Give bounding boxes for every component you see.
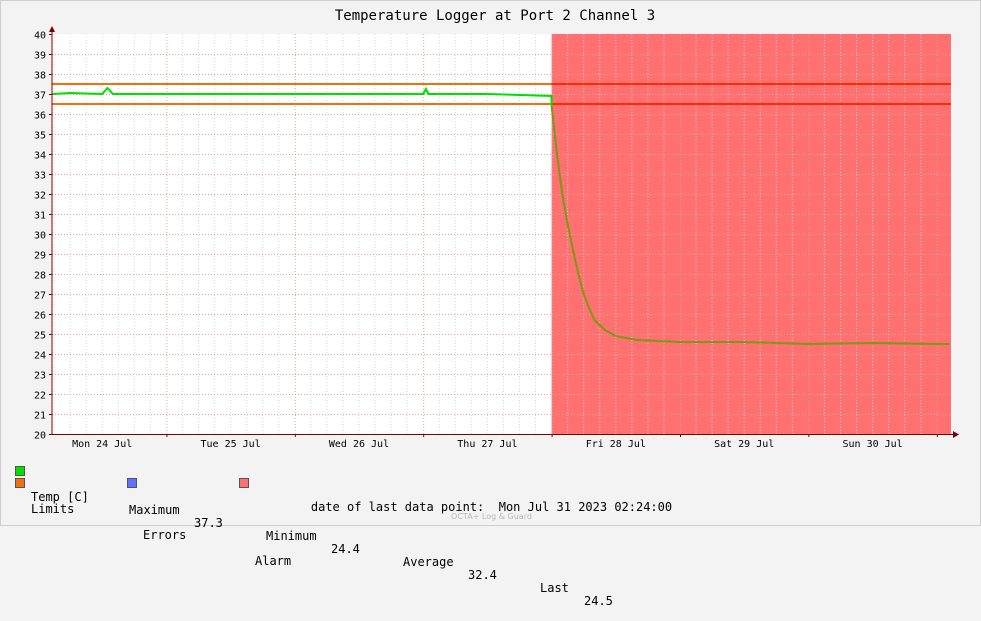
y-tick-label: 24 [34, 351, 46, 362]
chart-title: Temperature Logger at Port 2 Channel 3 [335, 8, 655, 24]
temp-swatch [15, 466, 25, 476]
y-tick-label: 21 [34, 411, 46, 422]
legend-alarm-label: Alarm [255, 554, 292, 568]
x-tick-label: Fri 28 Jul [586, 439, 646, 450]
chart-frame: 20 21 22 23 24 25 26 27 28 29 30 31 32 33 34 35 36 37 38 39… [0, 0, 981, 608]
legend-min-value: 24.4 [331, 542, 360, 556]
errors-swatch [127, 478, 137, 488]
y-tick-label: 34 [34, 151, 46, 162]
y-tick-label: 23 [34, 371, 46, 382]
x-tick-label: Thu 27 Jul [457, 439, 517, 450]
y-tick-label: 20 [34, 431, 46, 442]
y-tick-label: 33 [34, 171, 46, 182]
last-data-point-label: date of last data point: [310, 500, 485, 514]
legend-temp-label: Temp [C] [31, 490, 89, 504]
x-tick-label: Mon 24 Jul [72, 439, 132, 450]
y-tick-label: 25 [34, 331, 46, 342]
x-tick-label: Wed 26 Jul [329, 439, 389, 450]
y-axis-arrow [49, 26, 55, 32]
y-tick-label: 27 [34, 291, 46, 302]
last-data-point-value: Mon Jul 31 2023 02:24:00 [498, 500, 673, 514]
x-tick-label: Sat 29 Jul [714, 439, 774, 450]
x-tick-label: Tue 25 Jul [200, 439, 260, 450]
alarm-swatch [239, 478, 249, 488]
limits-swatch [15, 478, 25, 488]
legend-avg-label: Average [403, 555, 454, 569]
legend-errors-label: Errors [143, 528, 187, 542]
temp-series-line-alarm [550, 105, 950, 346]
y-tick-label: 35 [34, 131, 46, 142]
legend-last-label: Last [540, 581, 569, 595]
y-tick-label: 32 [34, 191, 46, 202]
legend-last-value: 24.5 [584, 594, 613, 608]
y-tick-label: 39 [34, 51, 46, 62]
x-tick-label: Sun 30 Jul [842, 439, 902, 450]
legend-limits-label: Limits [31, 502, 75, 516]
y-tick-label: 22 [34, 391, 46, 402]
x-axis-arrow [953, 431, 959, 438]
temperature-chart: 20 21 22 23 24 25 26 27 28 29 30 31 32 33 34 35 36 37 38 39… [34, 8, 959, 450]
legend-min-label: Minimum [266, 529, 317, 543]
credit-text: OCTA+ Log & Guard [451, 512, 532, 521]
temp-series-line [51, 86, 553, 107]
y-tick-label: 29 [34, 251, 46, 262]
y-tick-label: 28 [34, 271, 46, 282]
legend-max-label: Maximum [129, 503, 180, 517]
y-tick-label: 37 [34, 91, 46, 102]
y-tick-label: 38 [34, 71, 46, 82]
last-data-point-line: date of last data point: Mon Jul 31 2023… [1, 500, 981, 514]
legend-row-status: Limits Errors Alarm [15, 477, 291, 581]
y-tick-label: 30 [34, 231, 46, 242]
y-tick-label: 36 [34, 111, 46, 122]
legend-avg-value: 32.4 [468, 568, 497, 582]
y-tick-label: 31 [34, 211, 46, 222]
y-tick-label: 26 [34, 311, 46, 322]
y-tick-label: 40 [34, 31, 46, 42]
